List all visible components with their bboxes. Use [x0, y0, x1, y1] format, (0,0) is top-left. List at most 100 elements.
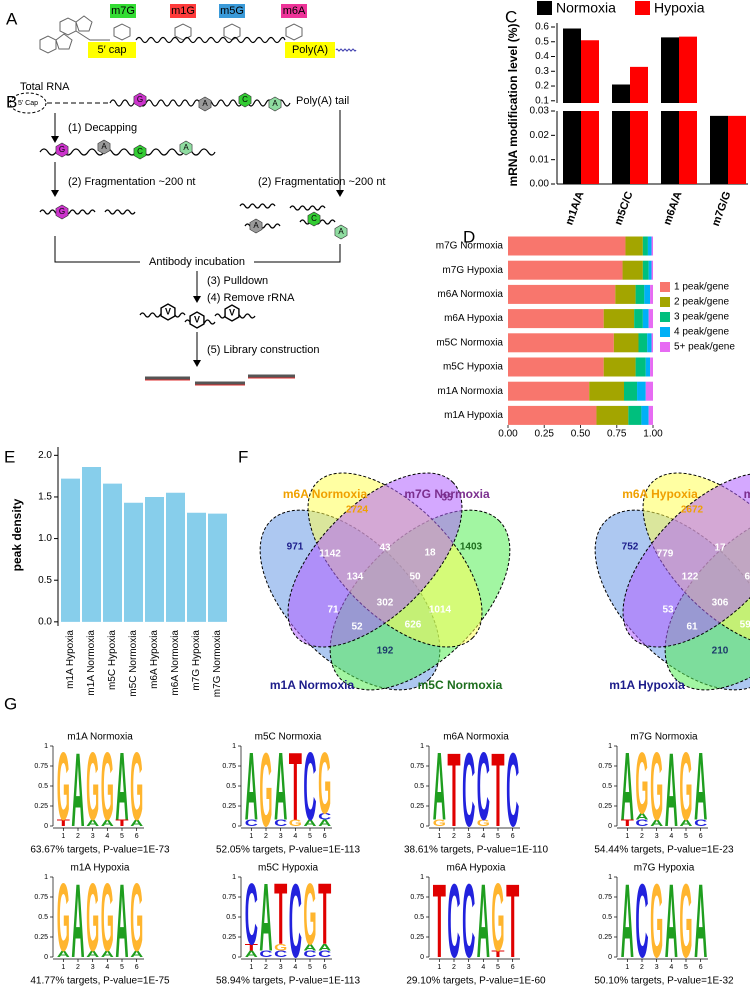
legend-label: 5+ peak/gene	[674, 342, 735, 353]
venn-count: 18	[424, 548, 436, 559]
logo-x-tick-label: 6	[135, 964, 139, 971]
base-label: G	[59, 145, 65, 154]
logo-y-tick-label: 1	[420, 874, 424, 881]
logo-letter: G	[303, 867, 316, 964]
bar-segment	[508, 309, 604, 329]
logo-letter: C	[635, 818, 649, 828]
venn-count: 779	[657, 549, 674, 560]
logo-letter: G	[57, 863, 70, 971]
bar-segment	[645, 381, 653, 401]
bar	[82, 466, 101, 622]
venn-set-label: m6A Hypoxia	[622, 487, 698, 501]
bar-segment	[508, 381, 590, 401]
y-tick-label: 0.1	[535, 95, 549, 106]
base-label: A	[101, 142, 107, 151]
panel-label: F	[238, 447, 248, 466]
logo-caption: 38.61% targets, P-value=1E-110	[404, 845, 549, 856]
y-tick-label: 1.5	[38, 492, 52, 503]
antibody-label: V	[229, 307, 235, 317]
bar-segment	[508, 284, 616, 304]
bar-segment	[622, 260, 643, 280]
logo-letter: C	[477, 732, 490, 840]
logo-x-tick-label: 2	[640, 833, 644, 840]
logo-y-tick-label: 0.5	[414, 914, 424, 921]
bar-segment	[637, 381, 646, 401]
bar-segment	[603, 357, 636, 377]
logo-letter: A	[130, 818, 144, 828]
base-label: C	[137, 147, 143, 156]
base-hexagon	[334, 224, 348, 240]
cap-outline	[9, 92, 47, 114]
logo-letter: A	[635, 811, 649, 821]
logo-x-tick-label: 2	[76, 833, 80, 840]
logo-letter: A	[477, 861, 490, 979]
legend-label: Hypoxia	[654, 0, 705, 16]
base-label: A	[253, 221, 259, 230]
base-hexagon	[55, 204, 69, 220]
logo-letter: G	[101, 863, 114, 971]
logo-letter: A	[115, 861, 128, 979]
bar-segment	[650, 357, 653, 377]
x-tick-label: m5C/C	[612, 190, 635, 227]
bar-segment	[628, 405, 642, 425]
y-axis-title: mRNA modification level (%)	[506, 24, 520, 187]
base-label: A	[183, 143, 189, 152]
legend-swatch	[660, 297, 670, 307]
venn-set-label: m1A Normoxia	[270, 678, 355, 692]
bar	[679, 36, 697, 185]
logo-letter: G	[86, 863, 99, 971]
y-tick-label: 2.0	[38, 450, 52, 461]
panel-a	[39, 15, 303, 54]
venn-count: 50	[409, 572, 421, 583]
venn-count: 192	[377, 646, 394, 657]
venn-set-label: m6A Normoxia	[283, 487, 368, 501]
logo-x-tick-label: 3	[279, 833, 283, 840]
logo-letter: G	[433, 818, 446, 828]
logo-letter: C	[506, 730, 519, 848]
logo-y-tick-label: 0.5	[226, 914, 236, 921]
logo-y-tick-label: 0	[44, 823, 48, 830]
logo-x-tick-label: 4	[481, 833, 485, 840]
panel-label: A	[6, 9, 18, 28]
bar-segment	[650, 284, 653, 304]
mod-box	[281, 4, 307, 18]
x-tick-label: m7G/G	[710, 190, 734, 228]
logo-y-tick-label: 1	[232, 874, 236, 881]
bar-segment	[624, 381, 638, 401]
legend-label: Normoxia	[556, 0, 616, 16]
x-tick-label: m6A/A	[661, 190, 684, 227]
logo-letter: C	[635, 861, 648, 979]
logo-y-tick-label: 0.75	[34, 894, 48, 901]
base-ring	[223, 23, 241, 41]
logo-letter: A	[433, 732, 446, 840]
bar	[145, 496, 164, 622]
logo-x-tick-label: 3	[655, 964, 659, 971]
venn-count: 1014	[429, 605, 452, 616]
logo-x-tick-label: 4	[293, 833, 297, 840]
logo-x-tick-label: 3	[655, 833, 659, 840]
logo-letter: A	[86, 818, 100, 828]
logo-y-tick-label: 1	[44, 743, 48, 750]
y-tick-label: 0.03	[530, 106, 550, 117]
bar	[630, 66, 648, 184]
venn-count: 2724	[346, 505, 369, 516]
x-tick-label: m5C Normoxia	[128, 630, 139, 697]
step-label: (2) Fragmentation ~200 nt	[258, 176, 386, 188]
bar-segment	[603, 309, 635, 329]
logo-x-tick-label: 5	[496, 964, 500, 971]
legend-swatch	[660, 312, 670, 322]
bar	[710, 115, 728, 184]
logo-y-tick-label: 0.5	[226, 783, 236, 790]
polya-tail	[335, 48, 357, 52]
tail-box	[285, 42, 335, 58]
logo-letter: G	[86, 732, 99, 840]
rna-strand	[289, 205, 326, 211]
logo-x-tick-label: 1	[61, 833, 65, 840]
legend-swatch	[660, 342, 670, 352]
y-tick-label: m7G Hypoxia	[442, 265, 503, 276]
bar	[61, 478, 80, 622]
base-hexagon	[133, 144, 147, 160]
bar-segment	[651, 333, 653, 353]
